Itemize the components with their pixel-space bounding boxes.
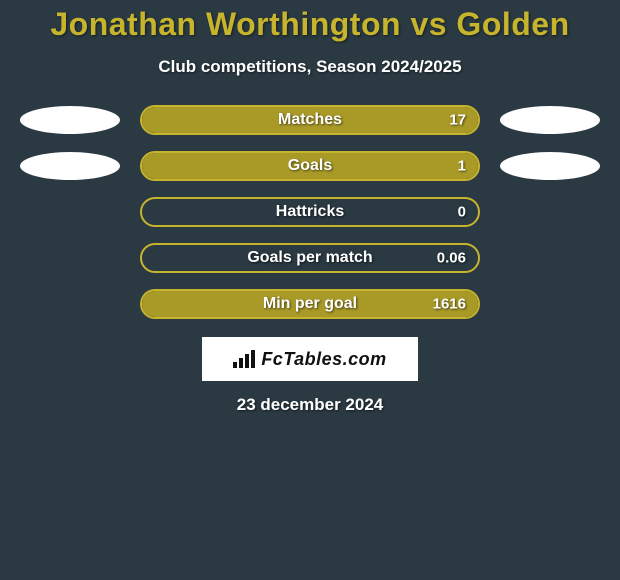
stat-row: Goals 1	[0, 151, 620, 181]
player-left-marker	[20, 152, 120, 180]
stat-bar: Goals 1	[140, 151, 480, 181]
logo-text: FcTables.com	[261, 349, 386, 370]
stat-label: Min per goal	[263, 295, 357, 313]
stat-row: Hattricks 0	[0, 197, 620, 227]
player-right-marker	[500, 152, 600, 180]
stat-rows: Matches 17 Goals 1 Hattricks 0 Goals per match…	[0, 105, 620, 319]
logo-inner: FcTables.com	[233, 349, 386, 370]
stat-value: 1616	[433, 296, 466, 313]
stat-value: 17	[449, 112, 466, 129]
stat-row: Min per goal 1616	[0, 289, 620, 319]
source-logo[interactable]: FcTables.com	[202, 337, 418, 381]
player-left-marker	[20, 106, 120, 134]
stat-label: Goals per match	[247, 249, 372, 267]
stat-row: Goals per match 0.06	[0, 243, 620, 273]
bar-chart-icon	[233, 350, 255, 368]
player-right-marker	[500, 106, 600, 134]
stat-label: Hattricks	[276, 203, 344, 221]
stat-label: Goals	[288, 157, 332, 175]
generated-date: 23 december 2024	[0, 395, 620, 415]
stat-bar: Min per goal 1616	[140, 289, 480, 319]
stat-bar: Matches 17	[140, 105, 480, 135]
stat-row: Matches 17	[0, 105, 620, 135]
page-title: Jonathan Worthington vs Golden	[0, 6, 620, 43]
stat-label: Matches	[278, 111, 342, 129]
comparison-widget: Jonathan Worthington vs Golden Club comp…	[0, 0, 620, 415]
stat-bar: Goals per match 0.06	[140, 243, 480, 273]
page-subtitle: Club competitions, Season 2024/2025	[0, 57, 620, 77]
stat-bar: Hattricks 0	[140, 197, 480, 227]
stat-value: 0.06	[437, 250, 466, 267]
stat-value: 1	[458, 158, 466, 175]
stat-value: 0	[458, 204, 466, 221]
